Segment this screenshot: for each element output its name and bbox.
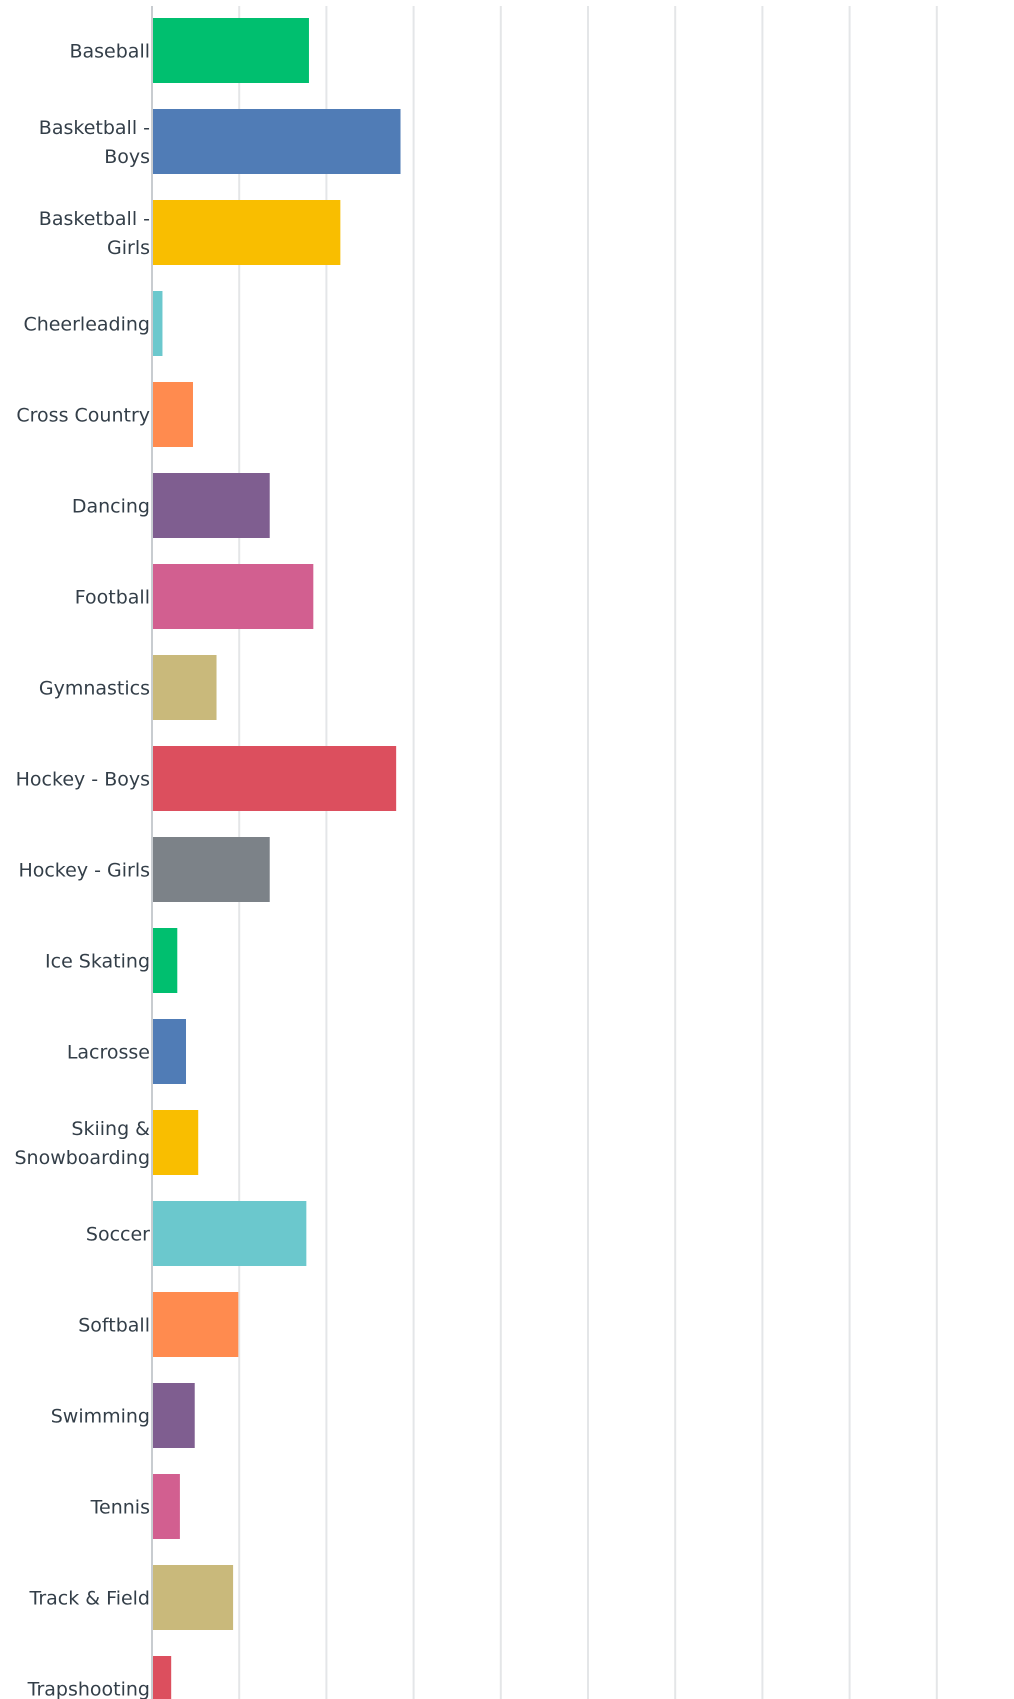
category-label: Lacrosse <box>67 1042 150 1064</box>
category-label-line: Track & Field <box>29 1588 150 1610</box>
category-label: Softball <box>78 1315 150 1337</box>
category-label: Soccer <box>86 1224 150 1246</box>
category-label-line: Boys <box>104 146 150 168</box>
category-label-line: Soccer <box>86 1224 150 1246</box>
category-label-line: Snowboarding <box>14 1147 150 1169</box>
label-layer: Baseball Basketball - Boys Basketball - Girl… <box>14 41 150 1699</box>
category-label: Track & Field <box>29 1588 150 1610</box>
bar <box>152 291 162 356</box>
category-label: Swimming <box>51 1406 150 1428</box>
bar <box>152 382 193 447</box>
category-label-line: Softball <box>78 1315 150 1337</box>
bar <box>152 564 313 629</box>
category-label-line: Tennis <box>90 1497 150 1519</box>
bar <box>152 200 340 265</box>
bar <box>152 18 309 83</box>
category-label: Hockey - Girls <box>18 860 150 882</box>
category-label: Basketball - Girls <box>39 208 150 259</box>
bar <box>152 1383 195 1448</box>
bar <box>152 1656 171 1699</box>
category-label-line: Girls <box>107 237 150 259</box>
bar-layer <box>152 18 401 1699</box>
bar <box>152 1019 186 1084</box>
bar <box>152 746 396 811</box>
category-label: Ice Skating <box>45 951 150 973</box>
category-label: Gymnastics <box>39 678 150 700</box>
bar <box>152 1474 180 1539</box>
bar <box>152 1292 238 1357</box>
bar <box>152 837 270 902</box>
category-label-line: Trapshooting <box>27 1679 150 1699</box>
grid-layer <box>239 6 1014 1699</box>
bar <box>152 109 401 174</box>
category-label: Cheerleading <box>23 314 150 336</box>
category-label-line: Swimming <box>51 1406 150 1428</box>
category-label: Skiing & Snowboarding <box>14 1118 150 1169</box>
category-label-line: Basketball - <box>39 208 150 230</box>
bar <box>152 928 177 993</box>
category-label-line: Cross Country <box>16 405 150 427</box>
category-label: Basketball - Boys <box>39 117 150 168</box>
category-label-line: Football <box>75 587 150 609</box>
category-label-line: Hockey - Girls <box>18 860 150 882</box>
category-label-line: Lacrosse <box>67 1042 150 1064</box>
bar <box>152 1565 233 1630</box>
category-label-line: Ice Skating <box>45 951 150 973</box>
category-label: Cross Country <box>16 405 150 427</box>
bar <box>152 655 217 720</box>
category-label-line: Skiing & <box>71 1118 150 1140</box>
category-label: Baseball <box>69 41 150 63</box>
category-label: Football <box>75 587 150 609</box>
category-label-line: Cheerleading <box>23 314 150 336</box>
bar <box>152 473 270 538</box>
category-label-line: Basketball - <box>39 117 150 139</box>
category-label: Tennis <box>90 1497 150 1519</box>
category-label: Dancing <box>72 496 150 518</box>
category-label-line: Dancing <box>72 496 150 518</box>
category-label-line: Baseball <box>69 41 150 63</box>
category-label-line: Gymnastics <box>39 678 150 700</box>
category-label: Trapshooting <box>27 1679 150 1699</box>
category-label-line: Hockey - Boys <box>16 769 150 791</box>
category-label: Hockey - Boys <box>16 769 150 791</box>
bar <box>152 1201 306 1266</box>
bar <box>152 1110 198 1175</box>
